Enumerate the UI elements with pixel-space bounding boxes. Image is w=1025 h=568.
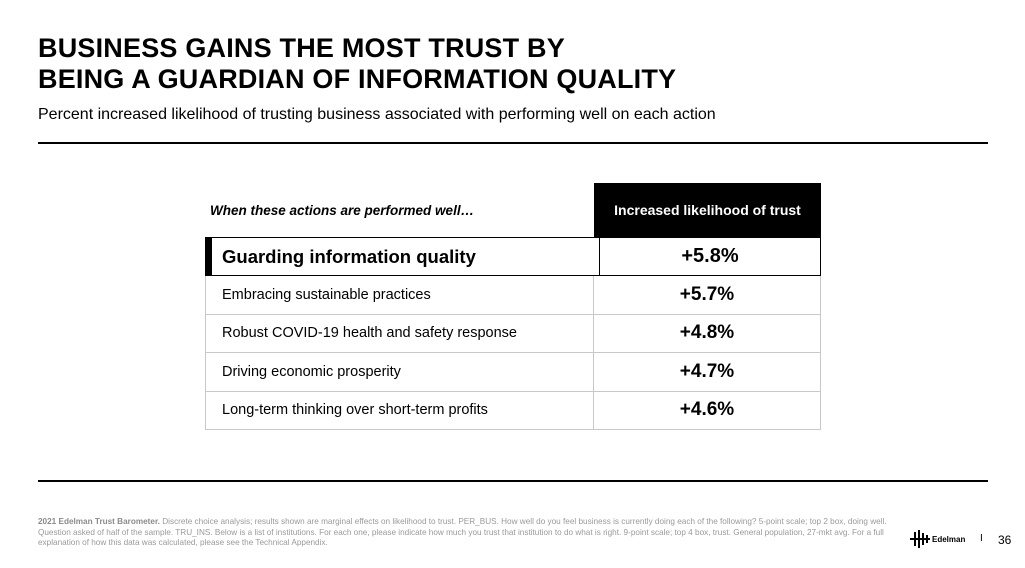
edelman-logo: Edelman <box>910 529 965 549</box>
likelihood-column-header: Increased likelihood of trust <box>594 183 821 237</box>
table-row: Robust COVID-19 health and safety respon… <box>205 314 821 353</box>
actions-column-header: When these actions are performed well… <box>210 203 475 218</box>
trust-value: +5.8% <box>681 245 739 267</box>
action-label: Robust COVID-19 health and safety respon… <box>206 314 594 352</box>
table-row: Long-term thinking over short-term profi… <box>205 391 821 430</box>
source-details: Discrete choice analysis; results shown … <box>38 517 887 547</box>
source-footnote: 2021 Edelman Trust Barometer. Discrete c… <box>38 517 888 549</box>
action-label: Guarding information quality <box>212 238 600 275</box>
trust-actions-table: When these actions are performed well… I… <box>205 183 821 430</box>
footer-separator: I <box>980 533 983 544</box>
title-line-1: BUSINESS GAINS THE MOST TRUST BY <box>38 33 565 63</box>
title-line-2: BEING A GUARDIAN OF INFORMATION QUALITY <box>38 64 677 94</box>
table-row: Embracing sustainable practices +5.7% <box>205 276 821 315</box>
table-body: Guarding information quality +5.8% Embra… <box>205 237 821 430</box>
trust-value: +4.6% <box>679 399 735 421</box>
edelman-logo-icon <box>910 530 930 548</box>
page-title: BUSINESS GAINS THE MOST TRUST BY BEING A… <box>38 33 676 95</box>
page-subtitle: Percent increased likelihood of trusting… <box>38 106 716 123</box>
top-divider <box>38 142 988 144</box>
action-label: Long-term thinking over short-term profi… <box>206 391 594 429</box>
trust-value: +4.8% <box>679 322 735 344</box>
table-row: Driving economic prosperity +4.7% <box>205 353 821 392</box>
page-number: 36 <box>998 533 1012 547</box>
trust-value: +5.7% <box>679 283 735 305</box>
action-label: Driving economic prosperity <box>206 353 594 391</box>
action-label: Embracing sustainable practices <box>206 276 594 314</box>
table-row-highlighted: Guarding information quality +5.8% <box>205 237 821 276</box>
table-header-row: When these actions are performed well… I… <box>205 183 821 237</box>
bottom-divider <box>38 480 988 482</box>
trust-value: +4.7% <box>679 360 735 382</box>
logo-wordmark: Edelman <box>932 534 966 544</box>
source-title: 2021 Edelman Trust Barometer. <box>38 517 160 526</box>
